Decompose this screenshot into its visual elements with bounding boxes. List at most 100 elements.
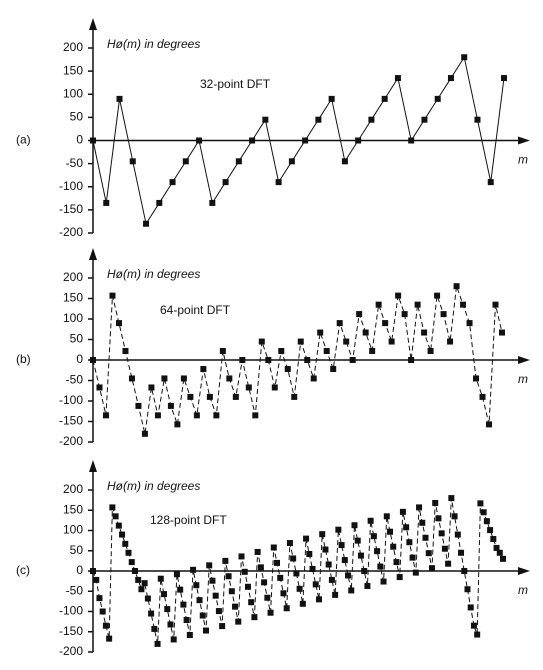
data-point	[154, 412, 161, 419]
y-tick-label: -150	[59, 414, 83, 428]
data-point	[362, 329, 369, 336]
data-point	[173, 571, 180, 578]
data-point	[141, 430, 148, 437]
data-point	[409, 554, 416, 561]
data-point	[315, 596, 322, 603]
data-point	[474, 631, 481, 638]
data-point	[458, 549, 465, 556]
data-point	[293, 570, 300, 577]
data-point	[441, 545, 448, 552]
data-point	[169, 179, 176, 186]
y-tick-label: 50	[70, 543, 84, 557]
data-point	[393, 559, 400, 566]
y-tick-label: 100	[63, 311, 83, 325]
data-point	[501, 75, 507, 82]
data-point	[244, 583, 251, 590]
data-point	[332, 591, 339, 598]
data-point	[278, 347, 285, 354]
data-point	[306, 550, 313, 557]
y-axis-label: Hø(m) in degrees	[107, 267, 200, 281]
data-point	[309, 565, 316, 572]
data-point	[106, 635, 113, 642]
data-point	[241, 568, 248, 575]
data-point	[129, 158, 136, 165]
data-point	[354, 537, 361, 544]
data-point	[474, 116, 481, 123]
data-point	[177, 586, 184, 593]
data-point	[416, 504, 423, 511]
data-point	[387, 528, 394, 535]
y-tick-label: 150	[63, 63, 83, 77]
data-point	[235, 158, 242, 165]
data-point	[296, 585, 303, 592]
data-point	[138, 586, 145, 593]
x-axis-label: m	[518, 372, 528, 386]
y-tick-label: -50	[66, 373, 84, 387]
data-point	[212, 592, 219, 599]
data-point	[349, 357, 356, 363]
data-point	[448, 495, 455, 502]
x-axis-arrow	[518, 356, 530, 364]
y-tick-label: 50	[70, 110, 84, 124]
data-point	[141, 580, 148, 587]
data-point	[338, 542, 345, 549]
data-point	[412, 569, 419, 576]
data-point	[196, 597, 203, 604]
data-point	[499, 329, 505, 336]
data-point	[174, 421, 181, 428]
data-point	[304, 357, 311, 363]
data-point	[427, 347, 434, 354]
data-point	[323, 347, 330, 354]
data-point	[408, 357, 415, 363]
x-axis-arrow	[518, 567, 530, 575]
data-point	[144, 595, 151, 602]
data-point	[492, 301, 499, 308]
data-line	[92, 286, 503, 434]
data-point	[274, 559, 281, 566]
data-point	[343, 338, 350, 345]
data-point	[428, 565, 435, 572]
data-point	[200, 366, 207, 373]
data-point	[222, 179, 229, 186]
data-point	[115, 320, 122, 327]
data-point	[90, 137, 96, 144]
data-point	[90, 568, 96, 574]
data-point	[434, 292, 441, 299]
panel-label: (a)	[16, 133, 31, 147]
data-point	[370, 533, 377, 540]
y-axis-arrow	[89, 460, 97, 472]
y-tick-label: 100	[63, 86, 83, 100]
data-point	[328, 576, 335, 583]
y-axis-label: Hø(m) in degrees	[107, 479, 200, 493]
data-point	[383, 513, 390, 520]
data-point	[451, 513, 458, 520]
data-point	[116, 95, 123, 102]
y-tick-label: 150	[63, 502, 83, 516]
data-point	[283, 605, 290, 612]
data-point	[473, 375, 480, 382]
data-point	[425, 550, 432, 557]
data-point	[322, 546, 329, 553]
data-point	[183, 617, 190, 624]
data-point	[483, 518, 490, 525]
data-point	[302, 137, 309, 144]
data-point	[186, 631, 193, 638]
data-point	[238, 553, 245, 560]
data-point	[275, 179, 282, 186]
data-point	[213, 412, 220, 419]
data-point	[380, 578, 387, 585]
y-tick-label: 200	[63, 40, 83, 54]
data-point	[325, 561, 332, 568]
data-point	[143, 220, 150, 227]
data-point	[348, 587, 355, 594]
data-point	[206, 562, 213, 569]
data-point	[239, 357, 246, 363]
data-point	[419, 519, 426, 526]
data-point	[453, 283, 460, 290]
data-point	[477, 500, 484, 507]
data-point	[367, 517, 374, 524]
data-point	[161, 591, 168, 598]
data-point	[135, 576, 142, 583]
x-axis-label: m	[518, 583, 528, 597]
data-point	[317, 329, 324, 336]
